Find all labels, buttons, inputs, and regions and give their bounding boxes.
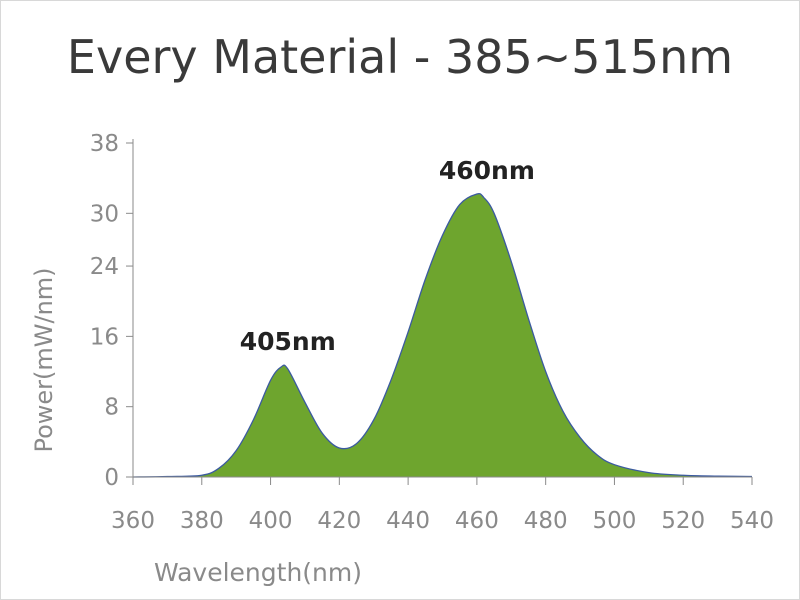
spectrum-area — [133, 193, 752, 478]
x-tick-label: 520 — [661, 508, 705, 534]
x-tick-label: 360 — [111, 508, 155, 534]
y-tick-label: 0 — [104, 465, 119, 491]
y-tick-label: 24 — [90, 254, 119, 280]
x-tick-label: 540 — [730, 508, 774, 534]
y-tick-label: 8 — [104, 395, 119, 421]
x-axis-title: Wavelength(nm) — [154, 558, 362, 587]
y-tick-label: 38 — [90, 131, 119, 157]
x-tick-label: 500 — [592, 508, 636, 534]
peak-annotation: 405nm — [240, 327, 336, 356]
y-tick-label: 16 — [90, 324, 119, 350]
x-tick-label: 420 — [317, 508, 361, 534]
x-tick-label: 440 — [386, 508, 430, 534]
y-axis-title: Power(mW/nm) — [30, 267, 58, 452]
chart-title: Every Material - 385~515nm — [66, 30, 734, 84]
x-tick-label: 380 — [180, 508, 224, 534]
y-tick-label: 30 — [90, 201, 119, 227]
spectrum-line — [132, 192, 753, 478]
peak-annotation: 460nm — [439, 156, 535, 185]
x-tick-label: 400 — [249, 508, 293, 534]
x-tick-label: 480 — [524, 508, 568, 534]
x-tick-label: 460 — [455, 508, 499, 534]
